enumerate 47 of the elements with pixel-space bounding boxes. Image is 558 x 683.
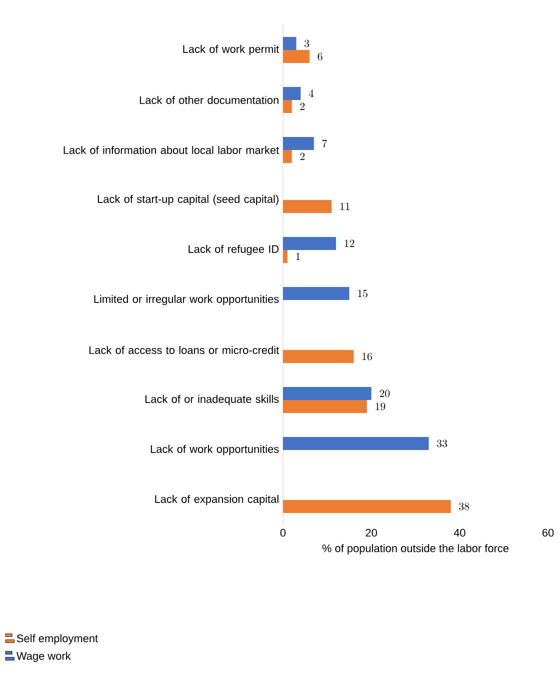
data-label: 12: [344, 240, 354, 248]
data-label: 15: [358, 290, 368, 298]
legend-label: Wage work: [16, 652, 71, 662]
data-label: 6: [318, 52, 322, 60]
x-tick-label: 0: [280, 528, 286, 537]
y-tick-label: Lack of information about local labor market: [64, 146, 280, 154]
y-tick-label: Lack of refugee ID: [188, 244, 279, 256]
bar: [283, 250, 288, 263]
data-label: 1: [296, 252, 300, 260]
bar: [283, 287, 350, 300]
x-tick-label: 20: [366, 528, 377, 537]
y-tick-label: Lack of start-up capital (seed capital): [98, 194, 278, 206]
y-tick-label: Limited or irregular work opportunities: [94, 294, 279, 306]
bar: [283, 400, 367, 414]
bar: [283, 150, 292, 163]
y-tick-label: Lack of or inadequate skills: [145, 394, 279, 406]
data-label: 11: [340, 202, 350, 210]
bar: [283, 387, 372, 400]
data-label: 33: [437, 440, 448, 448]
y-tick-label: Lack of work permit: [183, 44, 280, 56]
data-label: 7: [322, 140, 328, 148]
bar: [283, 500, 451, 514]
bar: [283, 200, 332, 213]
data-label: 20: [380, 390, 390, 398]
bar: [283, 350, 354, 364]
data-label: 4: [308, 90, 314, 98]
bar: [283, 87, 301, 100]
bar: [283, 237, 336, 250]
y-tick-label: Lack of other documentation: [140, 96, 278, 104]
y-tick-label: Lack of work opportunities: [150, 444, 279, 456]
bar: [283, 37, 296, 50]
bar: [283, 50, 310, 63]
x-axis-title: % of population outside the labor force: [322, 544, 508, 554]
bar: [283, 137, 314, 150]
data-label: 16: [362, 352, 372, 360]
y-tick-label: Lack of access to loans or micro-credit: [89, 346, 280, 354]
x-tick-label: 40: [454, 528, 466, 537]
bar: [283, 100, 292, 113]
data-label: 3: [304, 40, 310, 48]
data-label: 19: [376, 402, 386, 410]
data-label: 2: [300, 102, 305, 110]
legend-label: Self employment: [16, 634, 98, 644]
x-tick-label: 60: [542, 528, 554, 537]
y-tick-label: Lack of expansion capital: [155, 494, 278, 506]
bar: [283, 437, 429, 450]
data-label: 2: [300, 152, 305, 160]
data-label: 38: [459, 502, 470, 510]
